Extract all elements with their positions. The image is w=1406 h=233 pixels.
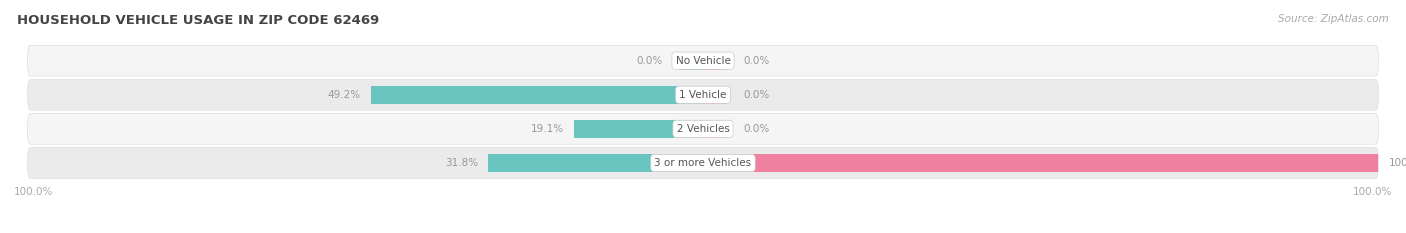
- Text: 100.0%: 100.0%: [1389, 158, 1406, 168]
- Bar: [488, 154, 703, 172]
- FancyBboxPatch shape: [28, 45, 1378, 76]
- FancyBboxPatch shape: [28, 79, 1378, 110]
- Text: 0.0%: 0.0%: [744, 90, 769, 100]
- Bar: [703, 86, 727, 104]
- Bar: [679, 52, 703, 70]
- Text: 19.1%: 19.1%: [530, 124, 564, 134]
- Text: 0.0%: 0.0%: [744, 56, 769, 66]
- Text: 0.0%: 0.0%: [637, 56, 662, 66]
- Text: 100.0%: 100.0%: [1353, 187, 1392, 197]
- Bar: [703, 154, 1378, 172]
- Text: HOUSEHOLD VEHICLE USAGE IN ZIP CODE 62469: HOUSEHOLD VEHICLE USAGE IN ZIP CODE 6246…: [17, 14, 380, 27]
- Text: Source: ZipAtlas.com: Source: ZipAtlas.com: [1278, 14, 1389, 24]
- Text: 1 Vehicle: 1 Vehicle: [679, 90, 727, 100]
- Text: 100.0%: 100.0%: [14, 187, 53, 197]
- Bar: [574, 120, 703, 138]
- Bar: [371, 86, 703, 104]
- Text: 3 or more Vehicles: 3 or more Vehicles: [654, 158, 752, 168]
- Text: 49.2%: 49.2%: [328, 90, 360, 100]
- FancyBboxPatch shape: [28, 148, 1378, 178]
- Text: No Vehicle: No Vehicle: [675, 56, 731, 66]
- Text: 2 Vehicles: 2 Vehicles: [676, 124, 730, 134]
- Bar: [703, 120, 727, 138]
- FancyBboxPatch shape: [28, 113, 1378, 144]
- Text: 0.0%: 0.0%: [744, 124, 769, 134]
- Text: 31.8%: 31.8%: [444, 158, 478, 168]
- Bar: [703, 52, 727, 70]
